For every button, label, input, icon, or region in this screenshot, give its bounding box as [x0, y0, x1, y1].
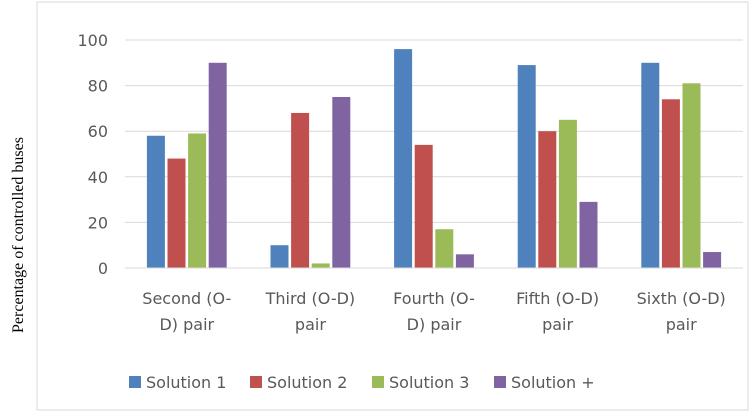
bar — [682, 83, 701, 268]
y-tick-label: 20 — [88, 213, 108, 232]
bar — [455, 254, 474, 268]
bar — [208, 62, 227, 268]
bar — [270, 245, 289, 268]
x-tick-label: Fifth (O-D) — [516, 289, 599, 308]
bar — [435, 229, 454, 268]
axes: 0 20 40 60 80 100 Second (O- D) pair Third (O-D)… — [77, 31, 743, 334]
bar — [579, 201, 598, 268]
gridlines — [125, 39, 743, 223]
y-tick-label: 60 — [88, 122, 108, 141]
bar — [538, 131, 557, 268]
bar — [167, 158, 186, 268]
bar — [414, 144, 433, 268]
x-tick-label: Third (O-D) — [265, 289, 356, 308]
x-tick-label: D) pair — [407, 315, 462, 334]
bar — [394, 49, 413, 269]
bar — [146, 135, 165, 268]
x-tick-label: Second (O- — [142, 289, 231, 308]
x-tick-label: Fourth (O- — [393, 289, 475, 308]
legend-swatch — [129, 376, 141, 388]
bar — [188, 133, 207, 268]
legend-swatch — [494, 376, 506, 388]
bar — [661, 99, 680, 268]
x-tick-label: Sixth (O-D) — [637, 289, 726, 308]
bar — [703, 252, 722, 268]
y-tick-label: 80 — [88, 77, 108, 96]
y-axis-title: Percentage of controlled buses — [10, 137, 27, 333]
legend-label: Solution + — [511, 373, 595, 392]
bars — [146, 49, 722, 269]
legend-label: Solution 1 — [146, 373, 226, 392]
y-tick-label: 100 — [77, 31, 108, 50]
x-tick-label: pair — [542, 315, 573, 334]
bar — [641, 62, 660, 268]
bar — [558, 119, 577, 268]
x-tick-label: pair — [666, 315, 697, 334]
legend-label: Solution 2 — [267, 373, 347, 392]
bar — [332, 97, 351, 268]
legend-swatch — [250, 376, 262, 388]
y-tick-label: 40 — [88, 168, 108, 187]
legend-label: Solution 3 — [389, 373, 469, 392]
x-tick-label: pair — [295, 315, 326, 334]
bar — [311, 263, 330, 268]
y-tick-label: 0 — [98, 259, 108, 278]
legend-swatch — [372, 376, 384, 388]
x-tick-label: D) pair — [159, 315, 214, 334]
legend: Solution 1 Solution 2 Solution 3 Solution + — [129, 373, 595, 392]
bar — [517, 65, 536, 268]
bar — [291, 112, 310, 269]
